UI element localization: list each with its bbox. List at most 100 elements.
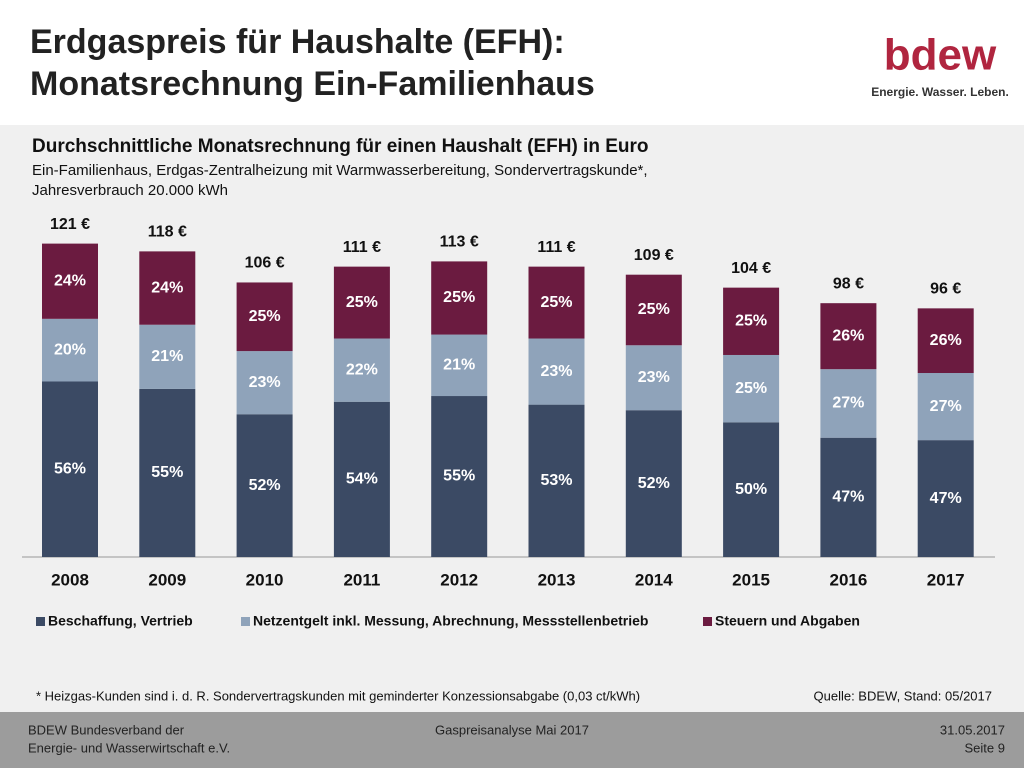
- bar-segment: [42, 381, 98, 557]
- tagline: Energie. Wasser. Leben.: [871, 85, 1009, 99]
- slide-title: Erdgaspreis für Haushalte (EFH):: [30, 23, 565, 61]
- data-label: 55%: [443, 468, 475, 485]
- x-tick-label: 2016: [829, 570, 867, 589]
- legend-label: Netzentgelt inkl. Messung, Abrechnung, M…: [253, 613, 648, 629]
- legend-swatch: [703, 617, 712, 626]
- bar-segment: [236, 414, 293, 557]
- data-label: 25%: [346, 294, 378, 311]
- data-label: 50%: [735, 481, 767, 498]
- footer-left: BDEW Bundesverband der: [28, 722, 185, 737]
- data-label: 25%: [735, 380, 767, 397]
- chart-title: Durchschnittliche Monatsrechnung für ein…: [32, 136, 649, 157]
- data-label: 47%: [930, 490, 962, 507]
- data-label: 22%: [346, 361, 378, 378]
- bar-segment: [625, 345, 682, 411]
- data-label: 52%: [249, 477, 281, 494]
- footnote: * Heizgas-Kunden sind i. d. R. Sonderver…: [36, 688, 640, 703]
- footer-bar: [0, 712, 1024, 768]
- bar-segment: [528, 404, 585, 557]
- total-label: 121 €: [50, 216, 90, 233]
- total-label: 111 €: [537, 239, 575, 256]
- data-label: 54%: [346, 471, 378, 488]
- bar-segment: [723, 354, 780, 423]
- data-label: 47%: [832, 489, 864, 506]
- bar-segment: [333, 266, 390, 339]
- bar-segment: [42, 243, 98, 319]
- bar-segment: [236, 282, 293, 352]
- legend-label: Beschaffung, Vertrieb: [48, 613, 193, 629]
- bar-segment: [820, 303, 877, 370]
- legend-label: Steuern und Abgaben: [715, 613, 860, 629]
- x-tick-label: 2015: [732, 570, 770, 589]
- x-tick-label: 2008: [51, 570, 89, 589]
- data-label: 26%: [832, 327, 864, 344]
- data-label: 26%: [930, 332, 962, 349]
- bar-segment: [723, 287, 780, 355]
- bar-segment: [820, 369, 877, 438]
- total-label: 98 €: [833, 275, 864, 292]
- bar-segment: [139, 251, 196, 325]
- data-label: 56%: [54, 460, 86, 477]
- data-label: 21%: [151, 348, 183, 365]
- total-label: 104 €: [731, 260, 771, 277]
- data-label: 25%: [638, 301, 670, 318]
- data-label: 21%: [443, 357, 475, 374]
- x-tick-label: 2014: [635, 570, 673, 589]
- data-label: 27%: [930, 398, 962, 415]
- data-label: 23%: [249, 374, 281, 391]
- bar-segment: [528, 338, 585, 405]
- bar-segment: [723, 422, 780, 557]
- footer-right: Seite 9: [965, 740, 1005, 755]
- legend-swatch: [241, 617, 250, 626]
- bar-segment: [333, 401, 390, 557]
- data-label: 25%: [735, 313, 767, 330]
- bar-segment: [431, 261, 488, 335]
- logo: bdew: [884, 31, 997, 80]
- x-tick-label: 2009: [148, 570, 186, 589]
- total-label: 109 €: [634, 247, 674, 264]
- bar-segment: [917, 373, 974, 441]
- x-tick-label: 2012: [440, 570, 478, 589]
- data-label: 23%: [540, 363, 572, 380]
- data-label: 23%: [638, 369, 670, 386]
- bar-segment: [625, 410, 682, 557]
- chart-subtitle: Ein-Familienhaus, Erdgas-Zentralheizung …: [32, 162, 648, 179]
- bar-segment: [139, 324, 196, 389]
- legend-swatch: [36, 617, 45, 626]
- data-label: 24%: [54, 272, 86, 289]
- data-label: 20%: [54, 341, 86, 358]
- data-label: 25%: [540, 294, 572, 311]
- bar-segment: [333, 338, 390, 402]
- footer-right: 31.05.2017: [940, 722, 1005, 737]
- data-label: 25%: [249, 308, 281, 325]
- data-label: 24%: [151, 279, 183, 296]
- footer-left: Energie- und Wasserwirtschaft e.V.: [28, 740, 230, 755]
- data-label: 53%: [540, 472, 572, 489]
- footer-center: Gaspreisanalyse Mai 2017: [435, 722, 589, 737]
- chart-subtitle: Jahresverbrauch 20.000 kWh: [32, 182, 228, 199]
- bar-segment: [917, 308, 974, 374]
- bar-segment: [139, 388, 196, 557]
- data-label: 55%: [151, 464, 183, 481]
- bar-segment: [431, 334, 488, 397]
- x-tick-label: 2013: [538, 570, 576, 589]
- x-tick-label: 2010: [246, 570, 284, 589]
- bar-segment: [820, 437, 877, 557]
- bar-segment: [625, 274, 682, 346]
- source: Quelle: BDEW, Stand: 05/2017: [814, 688, 993, 703]
- total-label: 106 €: [245, 255, 285, 272]
- x-tick-label: 2011: [343, 570, 380, 589]
- total-label: 113 €: [440, 234, 479, 251]
- bar-segment: [236, 351, 293, 415]
- data-label: 52%: [638, 475, 670, 492]
- bar-segment: [528, 266, 585, 339]
- x-tick-label: 2017: [927, 570, 965, 589]
- total-label: 118 €: [148, 224, 187, 241]
- total-label: 111 €: [343, 239, 381, 256]
- data-label: 27%: [832, 395, 864, 412]
- slide-title: Monatsrechnung Ein-Familienhaus: [30, 65, 595, 103]
- total-label: 96 €: [930, 281, 961, 298]
- bar-segment: [917, 440, 974, 557]
- bar-segment: [431, 396, 488, 557]
